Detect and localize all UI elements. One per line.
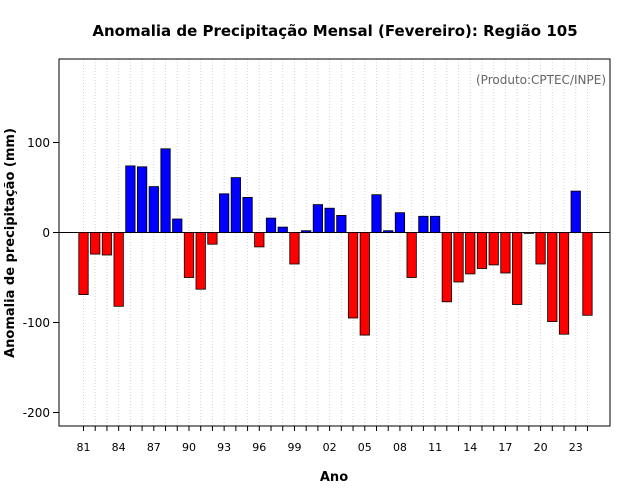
bar-2002: [324, 207, 335, 233]
bar-1991: [195, 232, 206, 290]
bar-1998: [277, 226, 288, 233]
x-axis: 81 84 87 90 93 96 99 02 05 08 11 14 17 20 23: [77, 426, 588, 454]
bar-2012: [441, 232, 452, 303]
bar-2014: [465, 232, 476, 275]
bar-2001: [312, 204, 324, 233]
bar-2016: [488, 232, 499, 266]
bar-2004: [347, 232, 359, 319]
x-tick-label: 84: [112, 441, 126, 454]
x-tick-label: 93: [217, 441, 231, 454]
bar-2008: [394, 212, 406, 233]
x-tick-label: 11: [428, 441, 442, 454]
y-axis-title: Anomalia de precipitação (mm): [3, 128, 18, 358]
bar-2003: [336, 214, 347, 233]
bar-1993: [219, 193, 230, 233]
x-tick-label: 02: [323, 441, 337, 454]
bar-1985: [125, 165, 136, 233]
y-tick-label: -100: [23, 316, 50, 330]
x-tick-label: 90: [182, 441, 196, 454]
bar-2015: [476, 232, 488, 269]
bar-1989: [172, 218, 183, 233]
y-tick-label: 0: [42, 226, 50, 240]
bar-1982: [90, 232, 101, 255]
y-axis: -200 -100 0 100: [23, 136, 59, 420]
bar-1981: [78, 232, 89, 295]
bar-2022: [558, 232, 570, 335]
x-tick-label: 20: [534, 441, 548, 454]
product-credit: (Produto:CPTEC/INPE): [476, 73, 606, 87]
bars-group: [78, 148, 593, 336]
bar-2009: [406, 232, 417, 278]
plot-frame: [58, 58, 611, 427]
bar-2011: [429, 215, 441, 233]
bar-1994: [230, 177, 241, 233]
bar-1986: [136, 166, 148, 233]
bar-2005: [359, 232, 370, 336]
y-tick-label: 100: [27, 136, 50, 150]
bar-1984: [113, 232, 124, 307]
bar-2007: [383, 230, 394, 233]
bar-1990: [183, 232, 195, 278]
x-tick-label: 05: [358, 441, 372, 454]
bar-2013: [453, 232, 464, 283]
bar-2024: [582, 232, 593, 316]
bar-1992: [207, 232, 218, 245]
x-tick-label: 87: [147, 441, 161, 454]
x-tick-label: 14: [463, 441, 477, 454]
x-axis-title: Ano: [320, 470, 348, 485]
bar-2023: [570, 190, 581, 233]
x-tick-label: 23: [569, 441, 583, 454]
bar-2010: [418, 215, 429, 233]
x-tick-label: 17: [498, 441, 512, 454]
bar-1983: [101, 232, 113, 256]
bar-1995: [242, 196, 253, 233]
bar-2006: [371, 194, 382, 233]
x-tick-label: 96: [252, 441, 266, 454]
bar-1996: [254, 232, 265, 248]
x-tick-label: 81: [77, 441, 91, 454]
bar-2000: [301, 230, 312, 233]
bar-1999: [289, 232, 300, 265]
bar-2020: [535, 232, 546, 265]
x-tick-label: 99: [287, 441, 301, 454]
y-tick-label: -200: [23, 406, 50, 420]
bar-1997: [265, 217, 277, 233]
chart-title: Anomalia de Precipitação Mensal (Feverei…: [92, 22, 577, 40]
bar-2019: [523, 232, 534, 234]
bar-2021: [547, 232, 558, 322]
bar-2018: [512, 232, 523, 305]
bar-1987: [148, 186, 159, 233]
bar-1988: [160, 148, 171, 233]
vertical-gridlines: [83, 59, 588, 426]
x-tick-label: 08: [393, 441, 407, 454]
bar-2017: [500, 232, 511, 274]
